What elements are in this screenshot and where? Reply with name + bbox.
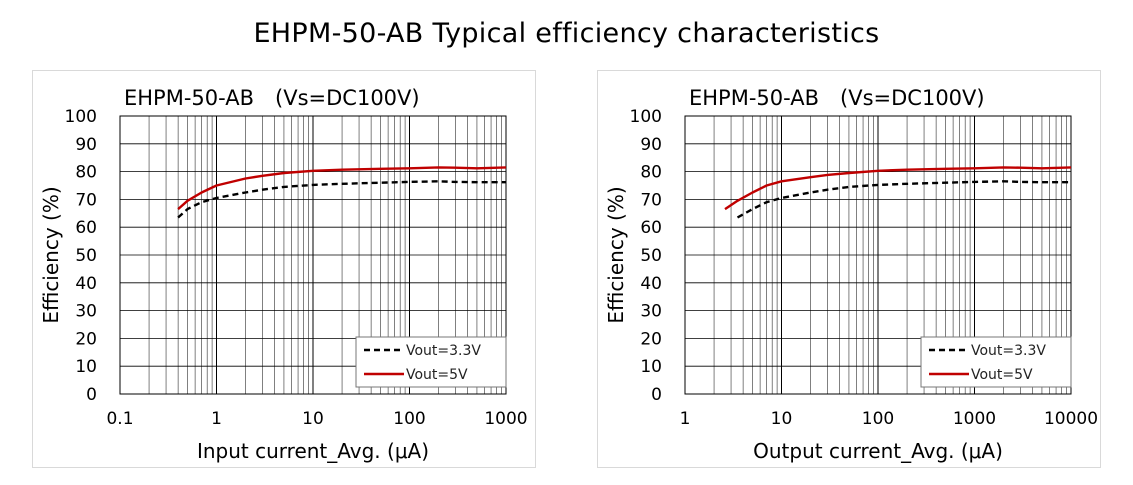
legend-box	[355, 336, 507, 388]
y-tick-label: 90	[75, 135, 97, 155]
chart-panel-input: 0 10 20 30 40 50 60 70 80 90 100 0.1 1 10 100 1000 EHPM-…	[32, 70, 536, 468]
plot-border	[684, 115, 1072, 395]
x-axis-label: Output current_Avg. (μA)	[753, 439, 1003, 463]
legend-label-vout-3-3v: Vout=3.3V	[971, 343, 1046, 359]
legend-label-vout-5v: Vout=5V	[406, 367, 468, 383]
y-tick-label: 90	[640, 135, 662, 155]
x-tick-label: 10000	[1044, 409, 1098, 429]
y-axis-label: Efficiency (%)	[604, 186, 628, 323]
chart-panel-output: 0 10 20 30 40 50 60 70 80 90 100 1 10 100 1000 10000 EHP…	[597, 70, 1101, 468]
y-tick-label: 80	[640, 163, 662, 183]
y-tick-label: 30	[640, 302, 662, 322]
legend-box	[920, 336, 1072, 388]
legend: Vout=3.3V Vout=5V	[920, 336, 1072, 388]
chart-title: EHPM-50-AB (Vs=DC100V)	[124, 86, 420, 110]
x-tick-label: 100	[862, 409, 894, 429]
y-tick-label: 70	[75, 190, 97, 210]
y-tick-label: 40	[75, 274, 97, 294]
y-tick-label: 50	[75, 246, 97, 266]
x-tick-label: 0.1	[106, 409, 133, 429]
y-tick-label: 20	[640, 329, 662, 349]
x-tick-label: 10	[771, 409, 793, 429]
y-tick-label: 60	[75, 218, 97, 238]
x-tick-label: 10	[302, 409, 324, 429]
y-tick-label: 30	[75, 302, 97, 322]
legend-label-vout-3-3v: Vout=3.3V	[406, 343, 481, 359]
y-tick-label: 100	[630, 107, 662, 127]
x-tick-label: 1000	[484, 409, 527, 429]
series-line-vout-5v	[724, 166, 1072, 211]
y-tick-label: 50	[640, 246, 662, 266]
y-tick-label: 60	[640, 218, 662, 238]
legend: Vout=3.3V Vout=5V	[355, 336, 507, 388]
series-line-vout-3-3v	[177, 180, 506, 219]
y-tick-label: 40	[640, 274, 662, 294]
x-tick-label: 1	[211, 409, 222, 429]
y-tick-label: 0	[651, 385, 662, 405]
series-line-vout-3-3v	[736, 180, 1071, 219]
y-tick-label: 10	[75, 357, 97, 377]
y-tick-label: 10	[640, 357, 662, 377]
y-tick-label: 0	[86, 385, 97, 405]
page-title: EHPM-50-AB Typical efficiency characteri…	[253, 18, 880, 49]
series-line-vout-5v	[177, 166, 507, 210]
y-axis-label: Efficiency (%)	[39, 186, 63, 323]
y-tick-label: 80	[75, 163, 97, 183]
chart-title: EHPM-50-AB (Vs=DC100V)	[689, 86, 985, 110]
x-tick-label: 1000	[953, 409, 996, 429]
x-axis-label: Input current_Avg. (μA)	[197, 439, 429, 463]
y-tick-label: 70	[640, 190, 662, 210]
y-tick-label: 100	[65, 107, 97, 127]
x-tick-label: 1	[680, 409, 691, 429]
legend-label-vout-5v: Vout=5V	[971, 367, 1033, 383]
plot-border	[119, 115, 507, 395]
x-tick-label: 100	[393, 409, 425, 429]
y-tick-label: 20	[75, 329, 97, 349]
chart-input-current: 0 10 20 30 40 50 60 70 80 90 100 0.1 1 10 100 1000 EHPM-…	[39, 86, 528, 463]
